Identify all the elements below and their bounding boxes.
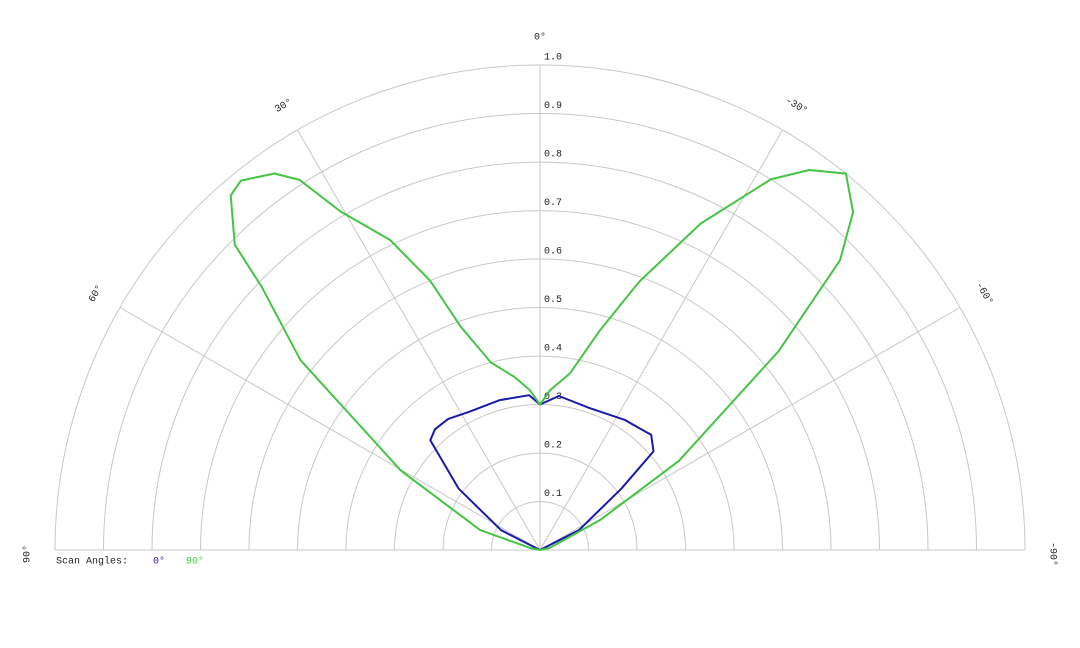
theta-tick-label: -60° [973, 280, 995, 307]
r-tick-label: 0.6 [544, 247, 562, 258]
theta-tick-label: 0° [534, 32, 546, 44]
r-tick-label: 0.9 [544, 101, 562, 112]
series-line [229, 169, 855, 551]
r-tick-label: 0.7 [544, 198, 562, 209]
theta-tick-label: 60° [86, 283, 105, 305]
r-tick-label: 0.2 [544, 441, 562, 452]
theta-tick-label: -30° [783, 95, 810, 117]
r-tick-label: 0.5 [544, 295, 562, 306]
theta-tick-label: -90° [1046, 542, 1058, 566]
theta-tick-label: 90° [22, 545, 34, 563]
r-tick-label: 0.1 [544, 489, 562, 500]
series-line [429, 394, 655, 551]
legend-entry: 90° [186, 556, 204, 568]
theta-tick-label: 30° [273, 96, 295, 115]
legend-entry: 0° [153, 556, 165, 568]
r-tick-label: 0.4 [544, 344, 562, 355]
legend-title: Scan Angles: [56, 556, 128, 568]
grid-spoke [119, 307, 541, 551]
grid-spoke [539, 129, 783, 551]
r-tick-label: 1.0 [544, 53, 562, 64]
grid-spoke [539, 307, 961, 551]
r-tick-label: 0.8 [544, 150, 562, 161]
grid-spoke [297, 129, 541, 551]
